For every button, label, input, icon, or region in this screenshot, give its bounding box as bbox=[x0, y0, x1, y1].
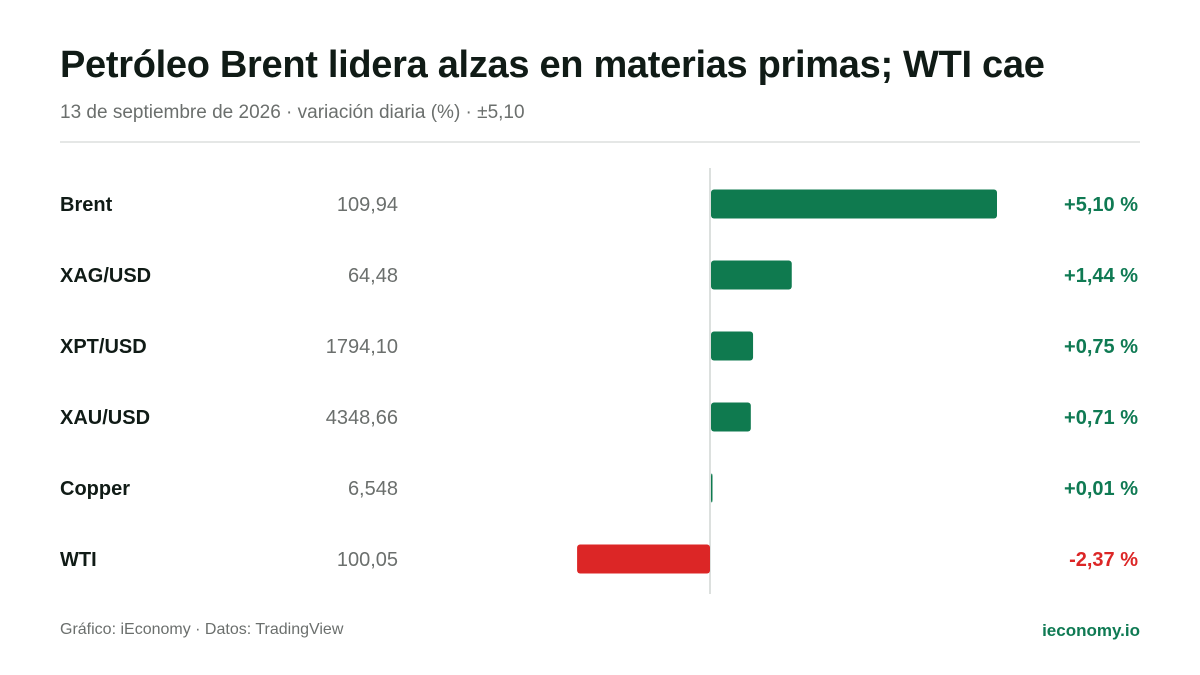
chart-title: Petróleo Brent lidera alzas en materias … bbox=[60, 44, 1045, 86]
change-label: +5,10 % bbox=[1064, 194, 1138, 216]
row-label: WTI bbox=[60, 549, 97, 571]
change-bar bbox=[711, 189, 997, 219]
row-price: 4348,66 bbox=[326, 407, 398, 429]
row-label: Copper bbox=[60, 478, 130, 500]
row-price: 1794,10 bbox=[326, 336, 398, 358]
chart-subtitle: 13 de septiembre de 2026 · variación dia… bbox=[60, 102, 525, 123]
change-label: -2,37 % bbox=[1069, 549, 1138, 571]
change-label: +0,01 % bbox=[1064, 478, 1138, 500]
row-price: 109,94 bbox=[337, 194, 398, 216]
change-bar bbox=[711, 331, 754, 361]
change-label: +0,75 % bbox=[1064, 336, 1138, 358]
header-divider bbox=[60, 141, 1140, 143]
row-price: 64,48 bbox=[348, 265, 398, 287]
source-credit: Gráfico: iEconomy · Datos: TradingView bbox=[60, 621, 344, 638]
row-price: 100,05 bbox=[337, 549, 398, 571]
change-bar bbox=[711, 402, 751, 432]
row-price: 6,548 bbox=[348, 478, 398, 500]
change-label: +1,44 % bbox=[1064, 265, 1138, 287]
row-label: Brent bbox=[60, 194, 113, 216]
change-bar bbox=[577, 544, 710, 574]
row-label: XAU/USD bbox=[60, 407, 150, 429]
brand-link[interactable]: ieconomy.io bbox=[1042, 621, 1140, 640]
change-bar bbox=[711, 260, 792, 290]
change-bar bbox=[711, 473, 713, 503]
row-label: XPT/USD bbox=[60, 336, 147, 358]
row-label: XAG/USD bbox=[60, 265, 151, 287]
change-label: +0,71 % bbox=[1064, 407, 1138, 429]
